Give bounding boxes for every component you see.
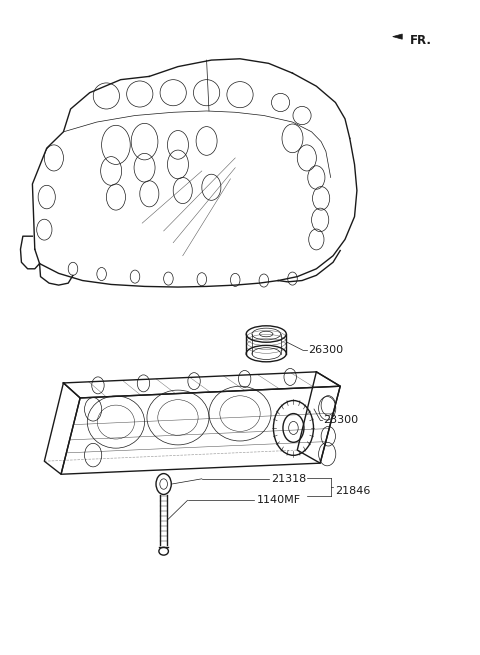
Text: 21318: 21318 bbox=[271, 474, 306, 484]
Polygon shape bbox=[393, 34, 402, 39]
Text: 21846: 21846 bbox=[336, 485, 371, 496]
Text: 1140MF: 1140MF bbox=[257, 495, 301, 506]
Text: 23300: 23300 bbox=[324, 415, 359, 425]
Text: FR.: FR. bbox=[409, 34, 432, 47]
Text: 26300: 26300 bbox=[308, 345, 343, 355]
